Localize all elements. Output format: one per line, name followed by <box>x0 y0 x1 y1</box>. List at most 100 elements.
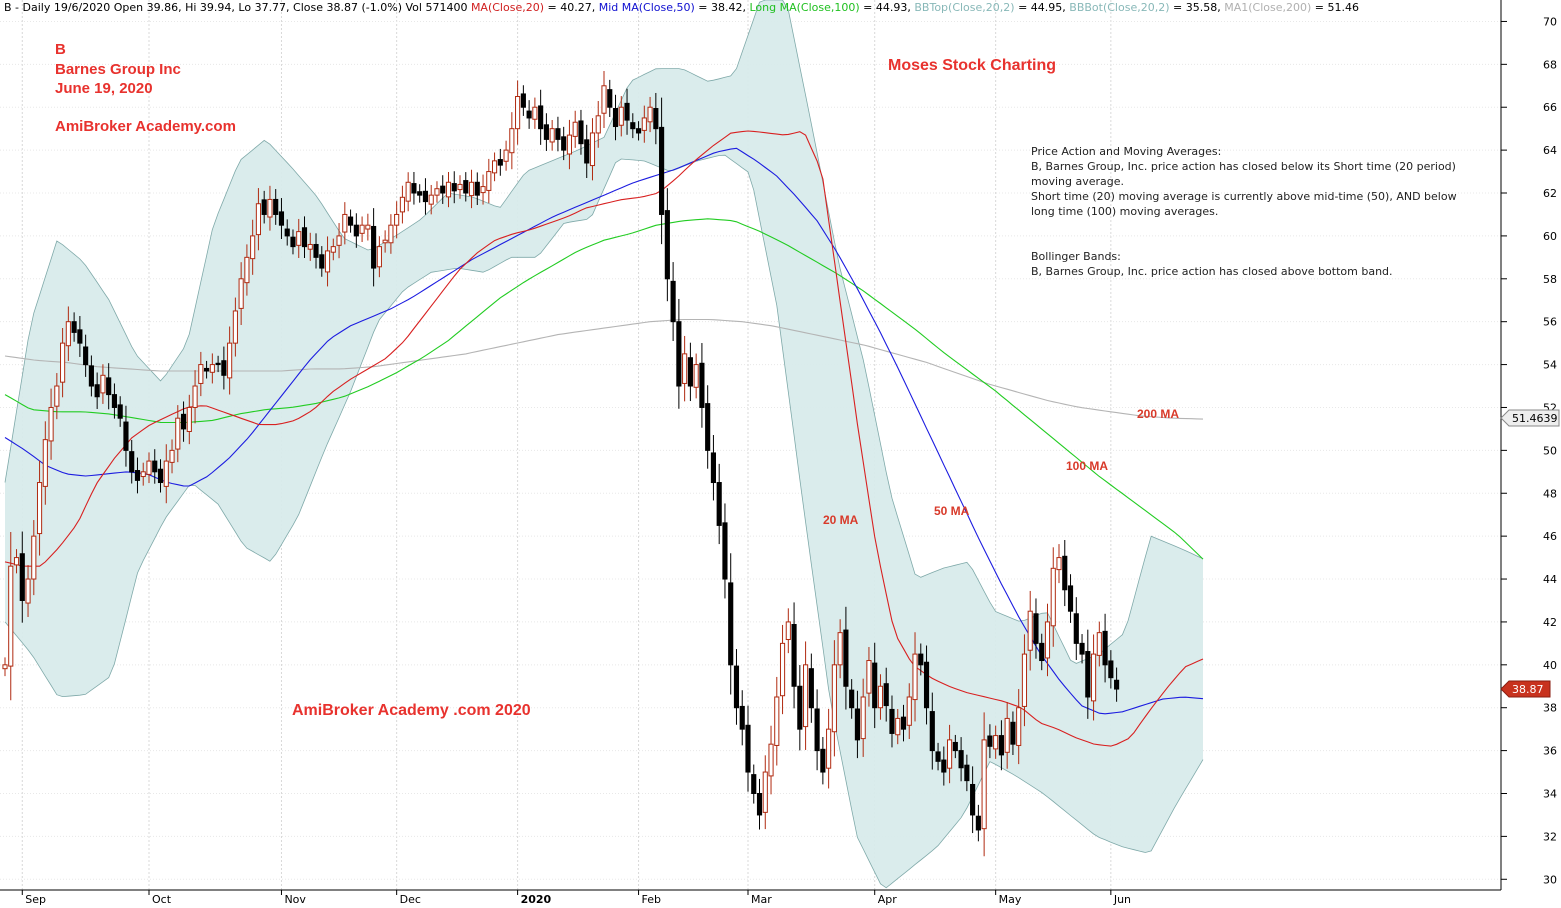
candle-body-130 <box>751 774 757 794</box>
notes-bb-line-1: B, Barnes Group, Inc. price action has c… <box>1031 265 1393 278</box>
ticker-symbol: B <box>55 41 66 58</box>
y-tick-label-34: 34 <box>1543 787 1557 800</box>
candle-body-6 <box>36 482 43 535</box>
candle-body-92 <box>532 106 538 120</box>
candle-body-57 <box>330 246 336 253</box>
header-segment-12: = 51.46 <box>1311 1 1359 14</box>
candle-body-126 <box>728 582 734 666</box>
candle-body-52 <box>301 227 308 248</box>
header-segment-7: BBTop(Close,20,2) <box>914 1 1014 14</box>
candle-body-177 <box>1021 653 1028 707</box>
candle-body-66 <box>382 239 388 244</box>
candle-body-169 <box>975 815 981 831</box>
candle-body-15 <box>88 365 94 387</box>
candle-body-23 <box>134 470 141 481</box>
notes-ma-title: Price Action and Moving Averages: <box>1031 145 1221 158</box>
candle-body-90 <box>520 93 526 108</box>
y-tick-label-40: 40 <box>1543 659 1557 672</box>
candle-body-180 <box>1039 642 1045 662</box>
candle-body-145 <box>837 632 843 666</box>
candle-body-76 <box>440 185 446 194</box>
candle-body-97 <box>561 136 567 151</box>
candle-body-81 <box>468 181 475 197</box>
candle-body-84 <box>486 171 492 191</box>
candle-body-168 <box>970 783 976 816</box>
candle-body-165 <box>952 741 958 752</box>
candle-body-183 <box>1056 557 1062 571</box>
header-segment-0: B - Daily 19/6/2020 Open 39.86, Hi 39.94… <box>4 1 471 14</box>
candle-body-11 <box>65 321 71 347</box>
ma200-value-text: 51.4639 <box>1512 412 1558 425</box>
header-segment-10: = 35.58, <box>1170 1 1225 14</box>
x-tick-label-Apr: Apr <box>878 893 898 906</box>
candle-body-160 <box>923 661 930 709</box>
candle-body-154 <box>889 708 895 734</box>
y-tick-label-68: 68 <box>1543 58 1557 71</box>
candle-body-189 <box>1090 653 1097 702</box>
candle-body-184 <box>1062 555 1068 591</box>
x-tick-label-Oct: Oct <box>152 893 172 906</box>
candle-body-114 <box>659 126 665 215</box>
candle-body-135 <box>779 642 786 697</box>
candlesticks <box>2 70 1120 857</box>
candle-body-25 <box>146 460 152 475</box>
y-tick-label-44: 44 <box>1543 573 1557 586</box>
candle-body-38 <box>221 360 227 376</box>
candle-body-68 <box>394 213 400 226</box>
candle-body-73 <box>422 190 429 203</box>
notes-bb-title: Bollinger Bands: <box>1031 250 1121 263</box>
candle-body-26 <box>152 460 158 473</box>
candle-body-10 <box>60 342 66 383</box>
candle-body-137 <box>791 624 797 687</box>
brand-title: Moses Stock Charting <box>888 57 1056 74</box>
candle-body-86 <box>497 159 503 166</box>
candle-body-122 <box>705 403 711 451</box>
candle-body-34 <box>198 364 204 384</box>
x-tick-label-Jun: Jun <box>1113 893 1131 906</box>
candle-body-63 <box>365 224 371 230</box>
candle-body-103 <box>595 115 601 134</box>
candle-body-12 <box>71 321 77 333</box>
header-segment-3: Mid MA(Close,50) <box>599 1 695 14</box>
candle-body-112 <box>647 106 653 123</box>
x-tick-label-Sep: Sep <box>25 893 46 906</box>
candle-body-146 <box>843 629 849 687</box>
notes-ma-line-3: Short time (20) moving average is curren… <box>1031 190 1457 203</box>
candle-body-94 <box>543 124 549 140</box>
y-tick-label-60: 60 <box>1543 230 1557 243</box>
y-tick-label-48: 48 <box>1543 487 1557 500</box>
candle-body-132 <box>762 771 768 813</box>
candle-body-46 <box>267 198 273 218</box>
candle-body-35 <box>204 367 210 372</box>
candle-body-8 <box>48 406 54 442</box>
candle-body-111 <box>641 117 647 131</box>
candle-body-193 <box>1114 679 1120 690</box>
candle-body-185 <box>1067 585 1074 612</box>
candle-body-1 <box>8 565 14 667</box>
candle-body-118 <box>682 353 688 384</box>
header-segment-1: MA(Close,20) <box>471 1 544 14</box>
candle-body-128 <box>739 705 745 730</box>
candle-body-179 <box>1033 613 1039 644</box>
candle-body-32 <box>186 406 192 432</box>
company-name: Barnes Group Inc <box>55 61 181 78</box>
y-tick-label-30: 30 <box>1543 873 1557 886</box>
candle-body-142 <box>820 748 826 773</box>
candle-body-164 <box>947 739 953 769</box>
y-tick-label-36: 36 <box>1543 745 1557 758</box>
candle-body-138 <box>797 685 803 730</box>
candle-body-158 <box>912 653 918 701</box>
candle-body-107 <box>618 106 624 126</box>
x-tick-label-2020: 2020 <box>521 893 552 906</box>
candle-body-159 <box>918 653 924 666</box>
candle-body-125 <box>722 522 728 580</box>
candle-body-151 <box>872 662 878 709</box>
candle-body-72 <box>417 191 423 196</box>
candle-body-54 <box>313 243 319 258</box>
candle-body-123 <box>710 452 717 484</box>
candle-body-5 <box>31 535 37 580</box>
y-tick-label-70: 70 <box>1543 15 1557 28</box>
candle-body-75 <box>434 188 440 196</box>
candle-body-69 <box>399 196 405 213</box>
bollinger-bottom-line <box>4 154 1204 889</box>
